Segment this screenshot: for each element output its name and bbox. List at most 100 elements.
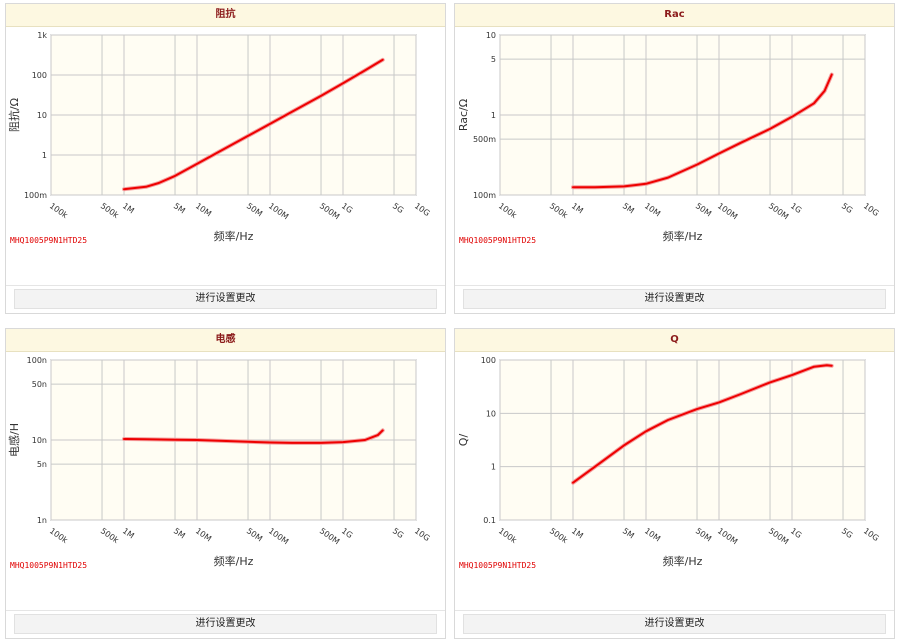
x-tick-label: 50M [694,526,713,543]
y-tick-label: 1 [42,151,47,160]
plot-area: 100k 500k 1M 5M 10M 50M 100M 500M 1G 5G 10G 1n 5n 10n… [6,352,445,586]
x-tick-label: 1G [340,526,354,540]
chart-panel-rac: Rac 100k 500k 1M 5M 10M 50M 100M 500M 1G 5G 10G 100… [454,3,895,314]
x-tick-label: 1G [789,201,803,215]
x-tick-label: 100M [716,526,739,546]
x-tick-label: 500M [767,526,790,546]
x-tick-label: 1G [340,201,354,215]
y-tick-label: 100m [473,191,496,200]
x-tick-label: 500k [548,526,570,545]
x-axis-label: 频率/Hz [214,554,254,568]
y-tick-label: 10 [486,31,496,40]
x-tick-label: 100k [48,201,70,220]
x-tick-label: 5M [621,526,636,540]
y-tick-label: 5 [491,55,496,64]
y-axis-label: 电感/H [8,423,21,457]
y-tick-label: 1n [37,516,47,525]
x-tick-label: 5G [840,201,854,215]
x-tick-label: 100k [497,526,519,545]
y-tick-label: 10 [37,111,47,120]
x-tick-label: 500k [99,526,121,545]
x-axis-label: 频率/Hz [663,229,703,243]
y-tick-label: 1k [37,31,47,40]
x-tick-label: 10M [643,526,662,543]
part-number: MHQ1005P9N1HTD25 [459,236,537,245]
part-number: MHQ1005P9N1HTD25 [459,561,537,570]
x-tick-label: 500k [548,201,570,220]
x-tick-label: 5G [840,526,854,540]
x-tick-label: 500k [99,201,121,220]
y-axis-label: Q/ [457,434,470,447]
y-tick-label: 100n [27,356,47,365]
chart-title: 阻抗 [6,4,445,27]
part-number: MHQ1005P9N1HTD25 [10,236,88,245]
series-line [123,58,384,191]
x-tick-label: 5M [621,201,636,215]
chart-title: Q [455,329,894,352]
plot-background [499,359,866,521]
x-tick-label: 50M [245,201,264,218]
plot-area: 100k 500k 1M 5M 10M 50M 100M 500M 1G 5G 10G 100m 500… [455,27,894,261]
x-tick-label: 10M [194,201,213,218]
x-tick-label: 10G [413,526,432,543]
chart-panel-impedance: 阻抗 100k 500k 1M 5M 10M 50M 100M 500M 1G 5G 10G 100m… [5,3,446,314]
x-tick-label: 100k [48,526,70,545]
x-tick-label: 1M [570,526,585,540]
divider [6,610,445,611]
settings-button[interactable]: 进行设置更改 [463,289,886,309]
series-line [572,73,833,189]
y-tick-label: 0.1 [483,516,496,525]
y-tick-label: 100 [481,356,496,365]
x-tick-label: 50M [694,201,713,218]
x-tick-label: 5G [391,526,405,540]
y-axis-label: 阻抗/Ω [7,98,21,132]
x-tick-label: 1M [121,201,136,215]
x-tick-label: 100M [267,201,290,221]
x-tick-label: 1M [570,201,585,215]
x-tick-label: 5M [172,201,187,215]
y-tick-label: 1 [491,463,496,472]
y-tick-label: 1 [491,111,496,120]
x-tick-label: 10M [194,526,213,543]
x-tick-label: 10G [413,201,432,218]
series-line [572,364,833,484]
x-tick-label: 500M [318,526,341,546]
settings-button[interactable]: 进行设置更改 [463,614,886,634]
chart-title: Rac [455,4,894,27]
y-tick-label: 10n [32,436,47,445]
x-axis-label: 频率/Hz [663,554,703,568]
y-tick-label: 100m [24,191,47,200]
x-tick-label: 500M [318,201,341,221]
plot-area: 100k 500k 1M 5M 10M 50M 100M 500M 1G 5G 10G 100m 1 10… [6,27,445,261]
x-tick-label: 50M [245,526,264,543]
x-tick-label: 1M [121,526,136,540]
x-tick-label: 1G [789,526,803,540]
x-axis-label: 频率/Hz [214,229,254,243]
settings-button[interactable]: 进行设置更改 [14,289,437,309]
y-tick-label: 5n [37,460,47,469]
divider [455,610,894,611]
x-tick-label: 100M [716,201,739,221]
divider [455,285,894,286]
divider [6,285,445,286]
y-tick-label: 10 [486,409,496,418]
part-number: MHQ1005P9N1HTD25 [10,561,88,570]
x-tick-label: 5G [391,201,405,215]
y-axis-label: Rac/Ω [457,99,470,131]
series-line [123,429,384,444]
x-tick-label: 10G [862,201,881,218]
chart-panel-q: Q 100k 500k 1M 5M 10M 50M 100M 500M 1G 5G 10G 0.1 1 1… [454,328,895,639]
x-tick-label: 5M [172,526,187,540]
plot-area: 100k 500k 1M 5M 10M 50M 100M 500M 1G 5G 10G 0.1 1 10 1… [455,352,894,586]
settings-button[interactable]: 进行设置更改 [14,614,437,634]
y-tick-label: 500m [473,135,496,144]
x-tick-label: 500M [767,201,790,221]
y-tick-label: 50n [32,380,47,389]
chart-panel-inductance: 电感 100k 500k 1M 5M 10M 50M 100M 500M 1G 5G 10G 1n 5n… [5,328,446,639]
y-tick-label: 100 [32,71,47,80]
x-tick-label: 100k [497,201,519,220]
